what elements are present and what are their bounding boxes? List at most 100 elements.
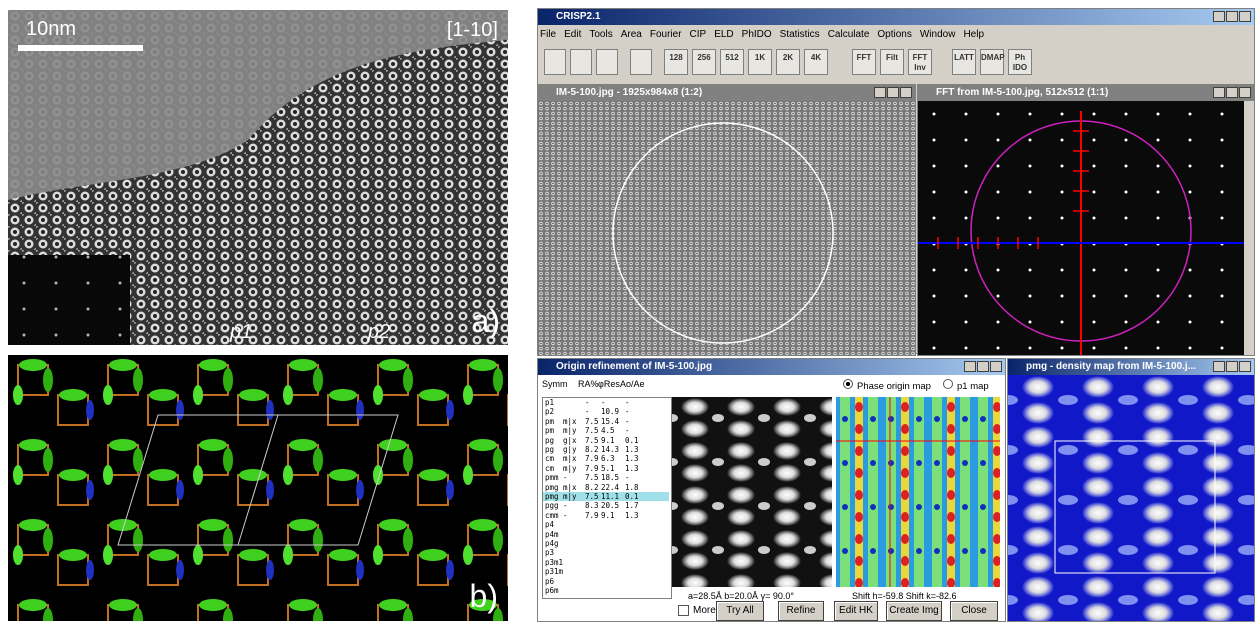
menu-item[interactable]: File — [540, 29, 556, 40]
button[interactable]: Refine — [778, 601, 824, 621]
toolbar-button[interactable]: 1K — [748, 49, 772, 75]
table-row[interactable]: p4 — [543, 520, 669, 529]
radio-option[interactable]: Phase origin map — [843, 379, 931, 392]
table-cell: - — [563, 501, 568, 510]
table-cell: 9.1 — [601, 511, 615, 520]
window-control[interactable] — [1213, 11, 1225, 22]
window-title: IM-5-100.jpg - 1925x984x8 (1:2) — [538, 85, 915, 101]
toolbar-button[interactable]: LATT — [952, 49, 976, 75]
panel-label: b) — [470, 578, 498, 614]
region-label: p2 — [367, 321, 390, 343]
toolbar-button[interactable]: 128 — [664, 49, 688, 75]
table-cell: 11.1 — [601, 492, 619, 501]
toolbar-icon[interactable] — [630, 49, 652, 75]
radio-option[interactable]: p1 map — [943, 379, 989, 392]
table-row[interactable]: p1--- — [543, 398, 669, 407]
menu-item[interactable]: PhIDO — [742, 29, 772, 40]
table-cell: 6.3 — [601, 454, 615, 463]
table-row[interactable]: p3m1 — [543, 558, 669, 567]
table-row[interactable]: p4g — [543, 539, 669, 548]
table-cell: 9.1 — [601, 436, 615, 445]
window-control[interactable] — [1239, 11, 1251, 22]
toolbar-button[interactable]: 2K — [776, 49, 800, 75]
table-row[interactable]: p6m — [543, 586, 669, 595]
menu-item[interactable]: Tools — [589, 29, 612, 40]
checkbox[interactable]: More — [678, 605, 716, 616]
toolbar-icon[interactable] — [544, 49, 566, 75]
menu-item[interactable]: Fourier — [650, 29, 682, 40]
button[interactable]: Try All — [716, 601, 764, 621]
table-row[interactable]: p31m — [543, 567, 669, 576]
table-cell: - — [563, 511, 568, 520]
table-cell: p4g — [545, 539, 559, 548]
table-cell: 1.3 — [625, 464, 639, 473]
button[interactable]: Edit HK — [834, 601, 878, 621]
menu-item[interactable]: Window — [920, 29, 956, 40]
menu-item[interactable]: CIP — [690, 29, 707, 40]
table-row[interactable]: p2-10.9- — [543, 407, 669, 416]
table-cell: 7.5 — [585, 436, 599, 445]
tem-image: 10nm [1-10] p1 p2 a) — [8, 10, 508, 345]
toolbar-icon[interactable] — [570, 49, 592, 75]
menu-item[interactable]: Options — [877, 29, 911, 40]
window-control[interactable] — [1226, 361, 1238, 372]
table-cell: m|x — [563, 454, 577, 463]
menu-item[interactable]: Area — [621, 29, 642, 40]
page: 10nm [1-10] p1 p2 a) b) CRISP2.1 FileEdi… — [0, 0, 1255, 622]
window-control[interactable] — [1213, 87, 1225, 98]
window-control[interactable] — [964, 361, 976, 372]
toolbar-button[interactable]: DMAP — [980, 49, 1004, 75]
window-control[interactable] — [887, 87, 899, 98]
window-control[interactable] — [1239, 361, 1251, 372]
toolbar-button[interactable]: FFT — [852, 49, 876, 75]
toolbar-button[interactable]: 4K — [804, 49, 828, 75]
toolbar-button[interactable]: 256 — [692, 49, 716, 75]
window-control[interactable] — [1226, 87, 1238, 98]
toolbar-button[interactable]: Ph IDO — [1008, 49, 1032, 75]
checkbox-box — [678, 605, 689, 616]
table-row[interactable]: p6 — [543, 577, 669, 586]
table-cell: - — [563, 473, 568, 482]
window-control[interactable] — [1213, 361, 1225, 372]
window-control[interactable] — [1226, 11, 1238, 22]
table-row[interactable]: p3 — [543, 548, 669, 557]
window-control[interactable] — [874, 87, 886, 98]
table-cell: p3 — [545, 548, 554, 557]
menu-item[interactable]: Edit — [564, 29, 581, 40]
toolbar-button[interactable]: FFT Inv — [908, 49, 932, 75]
table-cell: 1.8 — [625, 483, 639, 492]
button[interactable]: Close — [950, 601, 998, 621]
table-row[interactable]: p4m — [543, 530, 669, 539]
window-control[interactable] — [900, 87, 912, 98]
table-cell: p4 — [545, 520, 554, 529]
table-cell: - — [585, 407, 590, 416]
window-control[interactable] — [977, 361, 989, 372]
menu-item[interactable]: Statistics — [780, 29, 820, 40]
button[interactable]: Create Img — [886, 601, 942, 621]
menu-item[interactable]: ELD — [714, 29, 733, 40]
table-cell: pmm — [545, 473, 559, 482]
menu-item[interactable]: Calculate — [828, 29, 870, 40]
table-cell: 7.5 — [585, 417, 599, 426]
toolbar-button[interactable]: Filt — [880, 49, 904, 75]
toolbar-icon[interactable] — [596, 49, 618, 75]
menu-item[interactable]: Help — [963, 29, 984, 40]
window-control[interactable] — [990, 361, 1002, 372]
density-window: pmg - density map from IM-5-100.j... — [1007, 358, 1255, 622]
window-control[interactable] — [1239, 87, 1251, 98]
table-cell: - — [625, 426, 630, 435]
toolbar-button[interactable]: 512 — [720, 49, 744, 75]
